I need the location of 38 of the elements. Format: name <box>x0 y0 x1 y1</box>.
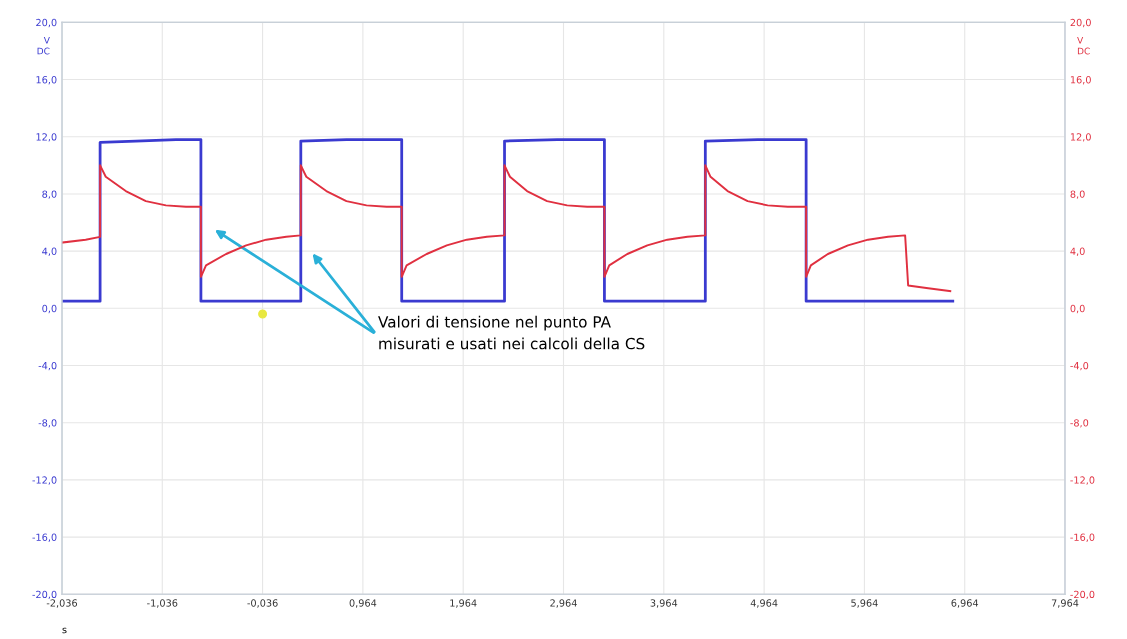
y-tick-label: 8,0 <box>42 190 57 199</box>
y2-axis-title: V DC <box>1077 36 1090 55</box>
x-tick-label: 4,964 <box>750 599 778 608</box>
x-tick-label: 7,964 <box>1051 599 1079 608</box>
x-tick-label: 1,964 <box>450 599 477 608</box>
y-tick-label: 12,0 <box>36 133 57 142</box>
x-tick-label: 6,964 <box>951 599 979 608</box>
y-tick-label: -4,0 <box>38 361 57 371</box>
y2-tick-label: 0,0 <box>1070 304 1085 314</box>
x-tick-label: -2,036 <box>46 599 78 608</box>
y-tick-label: 4,0 <box>42 247 57 256</box>
line-series <box>61 164 952 293</box>
y-tick-label: -16,0 <box>32 533 57 542</box>
y2-tick-label: -20,0 <box>1070 590 1095 600</box>
y2-tick-label: -4,0 <box>1070 361 1089 371</box>
x-tick-label: -1,036 <box>147 599 178 608</box>
x-tick-label: -0,036 <box>247 599 278 608</box>
y2-tick-label: 12,0 <box>1070 133 1091 142</box>
x-tick-label: 0,964 <box>349 599 377 608</box>
y2-tick-label: 16,0 <box>1070 76 1091 85</box>
x-axis-title: s <box>62 627 67 634</box>
y2-tick-label: -8,0 <box>1070 419 1089 428</box>
y-tick-label: -20,0 <box>32 590 57 600</box>
y2-tick-label: 4,0 <box>1070 247 1085 256</box>
x-tick-label: 3,964 <box>650 599 678 608</box>
x-tick-label: 5,964 <box>851 599 878 608</box>
y2-tick-label: 8,0 <box>1070 190 1085 199</box>
y-tick-label: 0,0 <box>42 304 57 314</box>
annotation: Valori di tensione nel punto PA misurati e usati nei calcoli della CS <box>378 315 645 350</box>
y-tick-label: -8,0 <box>38 419 57 428</box>
y-axis-title: V DC <box>37 36 50 55</box>
y2-tick-label: -12,0 <box>1070 476 1095 485</box>
y2-tick-label: 20,0 <box>1070 18 1091 28</box>
y-tick-label: 20,0 <box>36 18 57 28</box>
y-tick-label: 16,0 <box>36 76 57 85</box>
y2-tick-label: -16,0 <box>1070 533 1095 542</box>
x-tick-label: 2,964 <box>550 599 577 608</box>
y-tick-label: -12,0 <box>32 476 57 485</box>
